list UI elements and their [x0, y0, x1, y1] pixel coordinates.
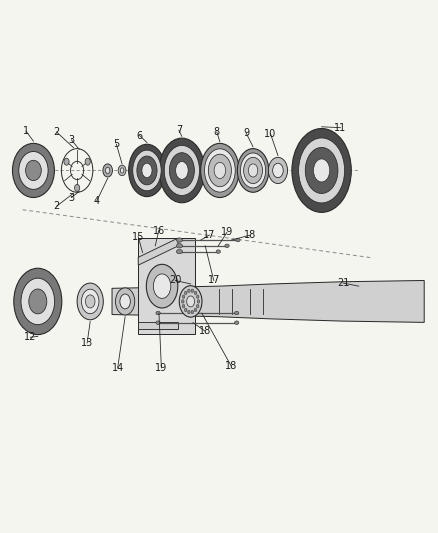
- Ellipse shape: [176, 161, 188, 179]
- Ellipse shape: [244, 157, 262, 183]
- Ellipse shape: [120, 294, 131, 309]
- Ellipse shape: [181, 300, 184, 303]
- Ellipse shape: [21, 278, 55, 325]
- Ellipse shape: [197, 300, 200, 303]
- Ellipse shape: [74, 184, 80, 191]
- Ellipse shape: [77, 283, 103, 320]
- Text: 17: 17: [203, 230, 215, 240]
- Ellipse shape: [64, 158, 69, 165]
- Text: 11: 11: [334, 123, 346, 133]
- Ellipse shape: [194, 308, 197, 312]
- Ellipse shape: [153, 274, 171, 298]
- Text: 5: 5: [113, 139, 120, 149]
- Ellipse shape: [237, 149, 269, 192]
- Ellipse shape: [292, 128, 351, 212]
- Ellipse shape: [164, 146, 199, 196]
- Text: 16: 16: [152, 225, 165, 236]
- Text: 19: 19: [155, 363, 167, 373]
- Ellipse shape: [177, 238, 183, 242]
- Ellipse shape: [182, 295, 185, 298]
- Text: 13: 13: [81, 338, 93, 348]
- Polygon shape: [112, 280, 424, 322]
- Ellipse shape: [133, 150, 161, 191]
- Ellipse shape: [85, 158, 90, 165]
- Text: 1: 1: [23, 126, 29, 136]
- Ellipse shape: [182, 304, 185, 308]
- Text: 10: 10: [265, 129, 277, 139]
- Ellipse shape: [14, 268, 62, 335]
- Text: 19: 19: [221, 228, 233, 237]
- Text: 2: 2: [53, 201, 60, 211]
- Ellipse shape: [159, 138, 205, 203]
- Polygon shape: [138, 322, 178, 329]
- Ellipse shape: [196, 295, 199, 298]
- Ellipse shape: [184, 291, 187, 295]
- Ellipse shape: [305, 148, 338, 193]
- Ellipse shape: [191, 310, 194, 314]
- Ellipse shape: [106, 167, 110, 174]
- Ellipse shape: [248, 164, 258, 177]
- Ellipse shape: [225, 244, 229, 247]
- Ellipse shape: [187, 310, 190, 314]
- Ellipse shape: [137, 156, 157, 185]
- Ellipse shape: [191, 289, 194, 293]
- Ellipse shape: [177, 249, 183, 254]
- Ellipse shape: [120, 168, 124, 173]
- Text: 9: 9: [243, 128, 249, 138]
- Text: 21: 21: [337, 278, 350, 288]
- Ellipse shape: [129, 144, 165, 197]
- Ellipse shape: [146, 264, 178, 308]
- Ellipse shape: [216, 250, 220, 253]
- Text: 8: 8: [214, 127, 220, 137]
- Ellipse shape: [12, 143, 54, 198]
- Text: 18: 18: [244, 230, 257, 240]
- Text: 3: 3: [68, 192, 74, 203]
- Ellipse shape: [196, 304, 199, 308]
- Ellipse shape: [81, 289, 99, 313]
- Ellipse shape: [236, 238, 240, 242]
- Ellipse shape: [29, 289, 47, 314]
- Ellipse shape: [179, 286, 202, 317]
- Ellipse shape: [19, 151, 48, 189]
- Ellipse shape: [201, 143, 239, 198]
- Text: 18: 18: [225, 361, 237, 371]
- Polygon shape: [138, 238, 178, 265]
- Ellipse shape: [234, 321, 239, 325]
- Text: 4: 4: [94, 196, 100, 206]
- Ellipse shape: [314, 159, 330, 182]
- Ellipse shape: [214, 163, 226, 179]
- Ellipse shape: [85, 295, 95, 308]
- Ellipse shape: [187, 289, 190, 293]
- Ellipse shape: [268, 157, 288, 183]
- Ellipse shape: [156, 321, 160, 325]
- Ellipse shape: [156, 311, 160, 315]
- Ellipse shape: [142, 163, 152, 177]
- Text: 14: 14: [112, 363, 124, 373]
- Text: 12: 12: [24, 332, 36, 342]
- Text: 15: 15: [132, 232, 145, 242]
- Ellipse shape: [25, 160, 41, 181]
- Ellipse shape: [273, 163, 283, 177]
- Ellipse shape: [170, 152, 194, 188]
- Text: 3: 3: [68, 135, 74, 145]
- Text: 18: 18: [199, 326, 211, 336]
- Ellipse shape: [234, 311, 239, 315]
- Text: 7: 7: [176, 125, 182, 135]
- Ellipse shape: [184, 308, 187, 312]
- Ellipse shape: [205, 149, 235, 192]
- Bar: [138, 238, 195, 334]
- Ellipse shape: [177, 244, 183, 248]
- Text: 6: 6: [137, 131, 143, 141]
- Ellipse shape: [116, 288, 135, 315]
- Ellipse shape: [187, 296, 194, 307]
- Text: 20: 20: [169, 276, 181, 286]
- Ellipse shape: [208, 154, 231, 187]
- Ellipse shape: [240, 153, 265, 188]
- Ellipse shape: [103, 164, 113, 177]
- Ellipse shape: [194, 291, 197, 295]
- Ellipse shape: [118, 165, 126, 176]
- Ellipse shape: [299, 138, 345, 203]
- Text: 2: 2: [53, 127, 60, 137]
- Text: 17: 17: [208, 276, 220, 286]
